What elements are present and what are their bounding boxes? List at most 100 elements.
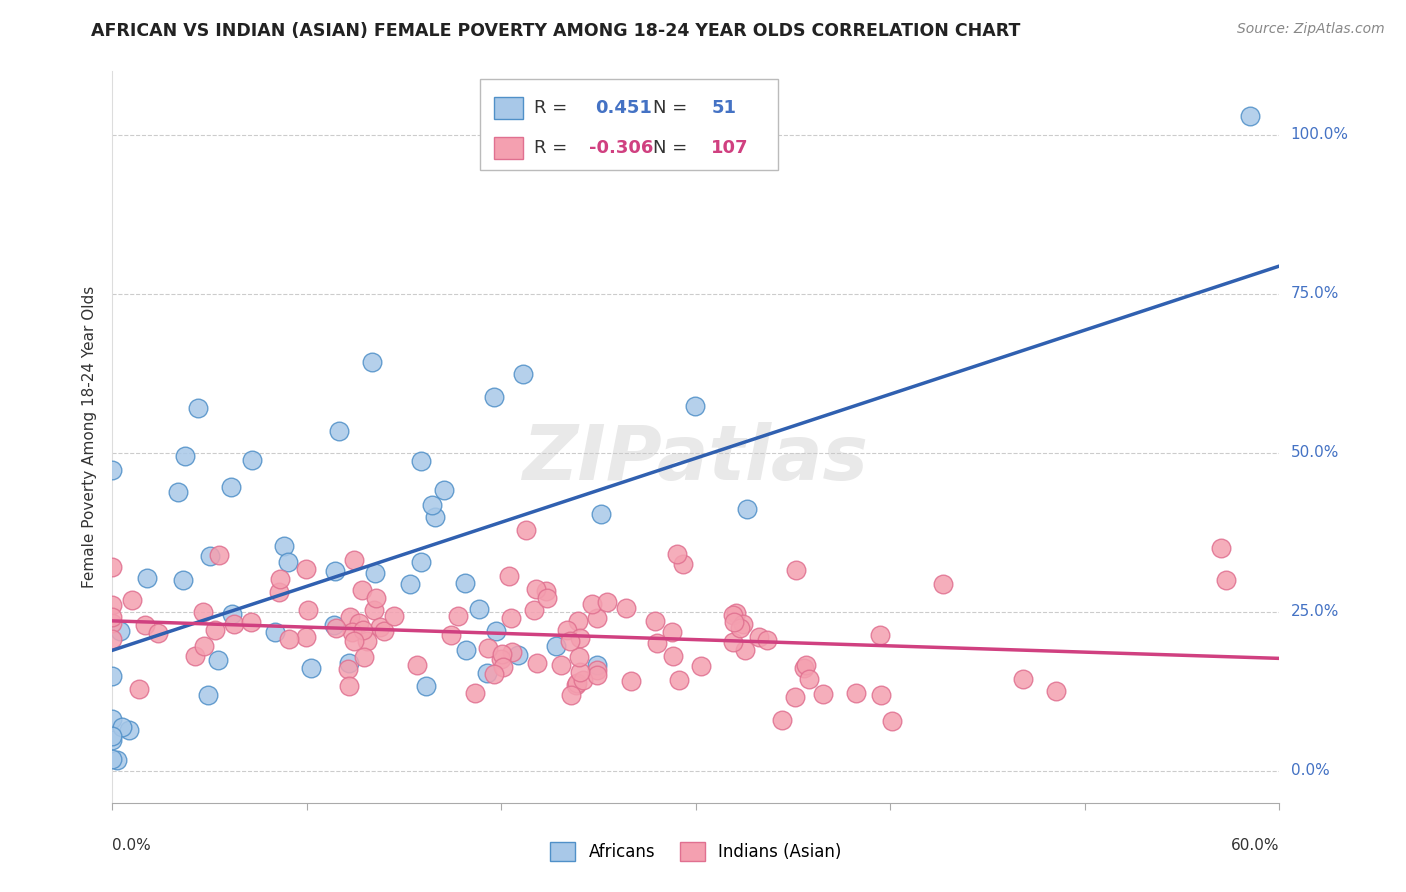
- FancyBboxPatch shape: [494, 137, 523, 159]
- Text: 51: 51: [711, 99, 737, 117]
- Point: [534, 583, 557, 598]
- Text: Source: ZipAtlas.com: Source: ZipAtlas.com: [1237, 22, 1385, 37]
- Point: [101, 632, 124, 647]
- Point: [277, 555, 299, 569]
- Point: [845, 685, 868, 699]
- Point: [870, 688, 893, 702]
- Point: [482, 667, 505, 681]
- Point: [555, 623, 578, 637]
- Point: [425, 509, 447, 524]
- Point: [558, 634, 581, 648]
- Point: [340, 624, 363, 639]
- Point: [645, 636, 668, 650]
- Point: [523, 603, 546, 617]
- Point: [323, 564, 346, 578]
- Text: 0.0%: 0.0%: [112, 838, 152, 853]
- Point: [869, 628, 891, 642]
- Point: [187, 401, 209, 415]
- Point: [565, 676, 588, 690]
- Point: [193, 639, 215, 653]
- Point: [368, 620, 391, 634]
- Point: [665, 547, 688, 561]
- Point: [565, 678, 588, 692]
- Point: [447, 609, 470, 624]
- Point: [560, 688, 582, 702]
- Point: [477, 641, 499, 656]
- Point: [783, 690, 806, 705]
- Point: [325, 621, 347, 635]
- Point: [748, 630, 770, 644]
- Point: [101, 729, 124, 743]
- Point: [464, 685, 486, 699]
- Point: [363, 566, 385, 581]
- Point: [105, 753, 128, 767]
- Point: [546, 639, 568, 653]
- Point: [273, 539, 295, 553]
- Point: [794, 658, 817, 673]
- Legend: Africans, Indians (Asian): Africans, Indians (Asian): [544, 835, 848, 868]
- Point: [477, 665, 499, 680]
- Point: [191, 605, 214, 619]
- Point: [121, 593, 143, 607]
- Point: [219, 480, 242, 494]
- Text: ZIPatlas: ZIPatlas: [523, 422, 869, 496]
- Point: [501, 645, 523, 659]
- Point: [128, 681, 150, 696]
- Point: [728, 621, 751, 635]
- Text: 25.0%: 25.0%: [1291, 605, 1339, 619]
- Point: [208, 548, 231, 562]
- Point: [661, 648, 683, 663]
- Point: [1215, 574, 1237, 588]
- Point: [353, 650, 375, 665]
- Point: [349, 616, 371, 631]
- Point: [491, 647, 513, 661]
- Point: [589, 507, 612, 521]
- Point: [339, 610, 361, 624]
- Point: [207, 653, 229, 667]
- Point: [172, 574, 194, 588]
- Text: AFRICAN VS INDIAN (ASIAN) FEMALE POVERTY AMONG 18-24 YEAR OLDS CORRELATION CHART: AFRICAN VS INDIAN (ASIAN) FEMALE POVERTY…: [91, 22, 1021, 40]
- Point: [731, 617, 754, 632]
- Point: [723, 607, 745, 622]
- Point: [512, 368, 534, 382]
- Point: [661, 625, 683, 640]
- Point: [398, 576, 420, 591]
- Point: [101, 669, 124, 683]
- Point: [382, 608, 405, 623]
- Point: [108, 624, 131, 638]
- Point: [489, 652, 512, 666]
- Point: [343, 553, 366, 567]
- Point: [420, 498, 443, 512]
- Point: [364, 591, 387, 605]
- Text: N =: N =: [652, 99, 693, 117]
- Point: [585, 658, 607, 673]
- Point: [299, 661, 322, 675]
- Point: [526, 656, 548, 670]
- Point: [485, 624, 508, 638]
- Point: [515, 523, 537, 537]
- Text: 100.0%: 100.0%: [1291, 128, 1348, 143]
- Point: [586, 668, 609, 682]
- Point: [536, 591, 558, 605]
- Point: [568, 650, 591, 665]
- Point: [405, 658, 427, 673]
- Point: [337, 679, 360, 693]
- Point: [277, 632, 299, 647]
- Point: [813, 687, 835, 701]
- Point: [569, 632, 592, 646]
- Point: [101, 463, 124, 477]
- Point: [882, 714, 904, 728]
- Point: [484, 391, 506, 405]
- Point: [456, 643, 478, 657]
- Point: [174, 449, 197, 463]
- Point: [135, 571, 157, 585]
- Point: [184, 649, 207, 664]
- Point: [614, 600, 637, 615]
- Point: [785, 563, 807, 577]
- Point: [644, 614, 666, 628]
- Point: [508, 648, 530, 663]
- Point: [343, 633, 366, 648]
- Point: [596, 595, 619, 609]
- Point: [297, 603, 319, 617]
- Point: [295, 562, 318, 576]
